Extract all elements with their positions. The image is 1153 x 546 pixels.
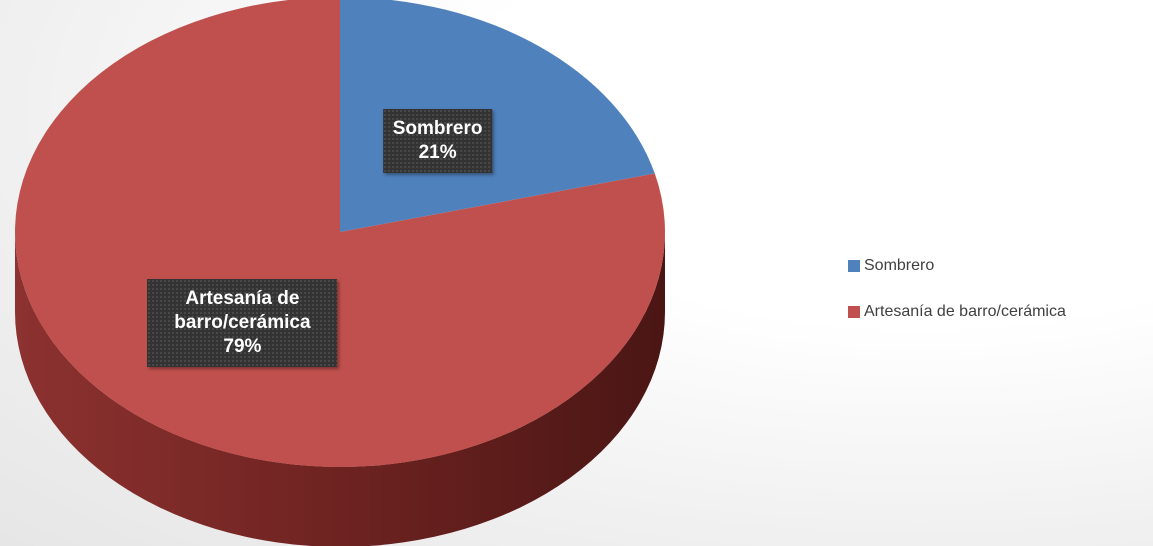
data-label-value: 79% (223, 335, 262, 357)
pie-slice (340, 0, 655, 232)
data-label-category: Artesanía de barro/cerámica (174, 287, 311, 333)
legend-label: Sombrero (864, 257, 935, 274)
data-label: Artesanía de barro/cerámica 79% (147, 278, 338, 367)
legend-item: Artesanía de barro/cerámica (848, 300, 1066, 324)
legend-swatch (848, 260, 860, 272)
data-label-value: 21% (418, 142, 457, 163)
legend-label: Artesanía de barro/cerámica (864, 303, 1066, 320)
data-label: Sombrero 21% (382, 109, 493, 173)
legend-swatch (848, 306, 860, 318)
pie-side (15, 232, 665, 546)
legend-item: Sombrero (848, 254, 1066, 278)
legend: Sombrero Artesanía de barro/cerámica (848, 254, 1066, 346)
data-label-category: Sombrero (392, 118, 483, 139)
